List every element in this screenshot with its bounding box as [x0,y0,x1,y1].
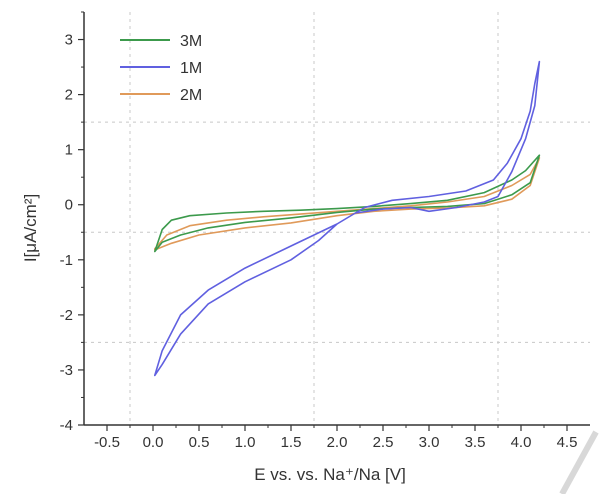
y-tick-label: 3 [65,32,73,49]
y-tick-label: -3 [60,362,73,379]
series-line-3M [154,154,541,253]
x-tick-label: 3.0 [419,434,440,451]
legend-label-2M: 2M [180,87,202,104]
x-tick-label: 0.0 [143,434,164,451]
corner-watermark-stroke [559,430,599,494]
series-line-1M [154,60,541,377]
y-tick-label: 0 [65,197,73,214]
x-tick-label: 2.0 [327,434,348,451]
x-tick-label: 1.0 [235,434,256,451]
y-tick-label: 1 [65,142,73,159]
x-tick-label: 1.5 [281,434,302,451]
y-tick-label: -2 [60,307,73,324]
x-tick-label: 0.5 [189,434,210,451]
y-tick-label: 2 [65,87,73,104]
x-axis-title: E vs. vs. Na⁺/Na [V] [254,465,406,484]
x-tick-label: 4.5 [557,434,578,451]
legend-label-3M: 3M [180,33,202,50]
axes [83,12,590,426]
grid-lines [84,12,590,425]
y-axis-title: I[μA/cm²] [21,194,40,262]
y-tick-label: -4 [60,417,73,434]
ticks: -0.5 0.0 0.5 1.0 1.5 2.0 2.5 3.0 3.5 4.0 4.5 -4 -3 -2… [60,11,578,451]
y-tick-label: -1 [60,252,73,269]
legend: 3M 1M 2M [120,33,202,104]
series-layer [154,60,541,377]
legend-label-1M: 1M [180,60,202,77]
x-tick-label: -0.5 [94,434,120,451]
x-tick-label: 4.0 [511,434,532,451]
x-tick-label: 3.5 [465,434,486,451]
x-tick-label: 2.5 [373,434,394,451]
series-line-2M [154,157,541,251]
